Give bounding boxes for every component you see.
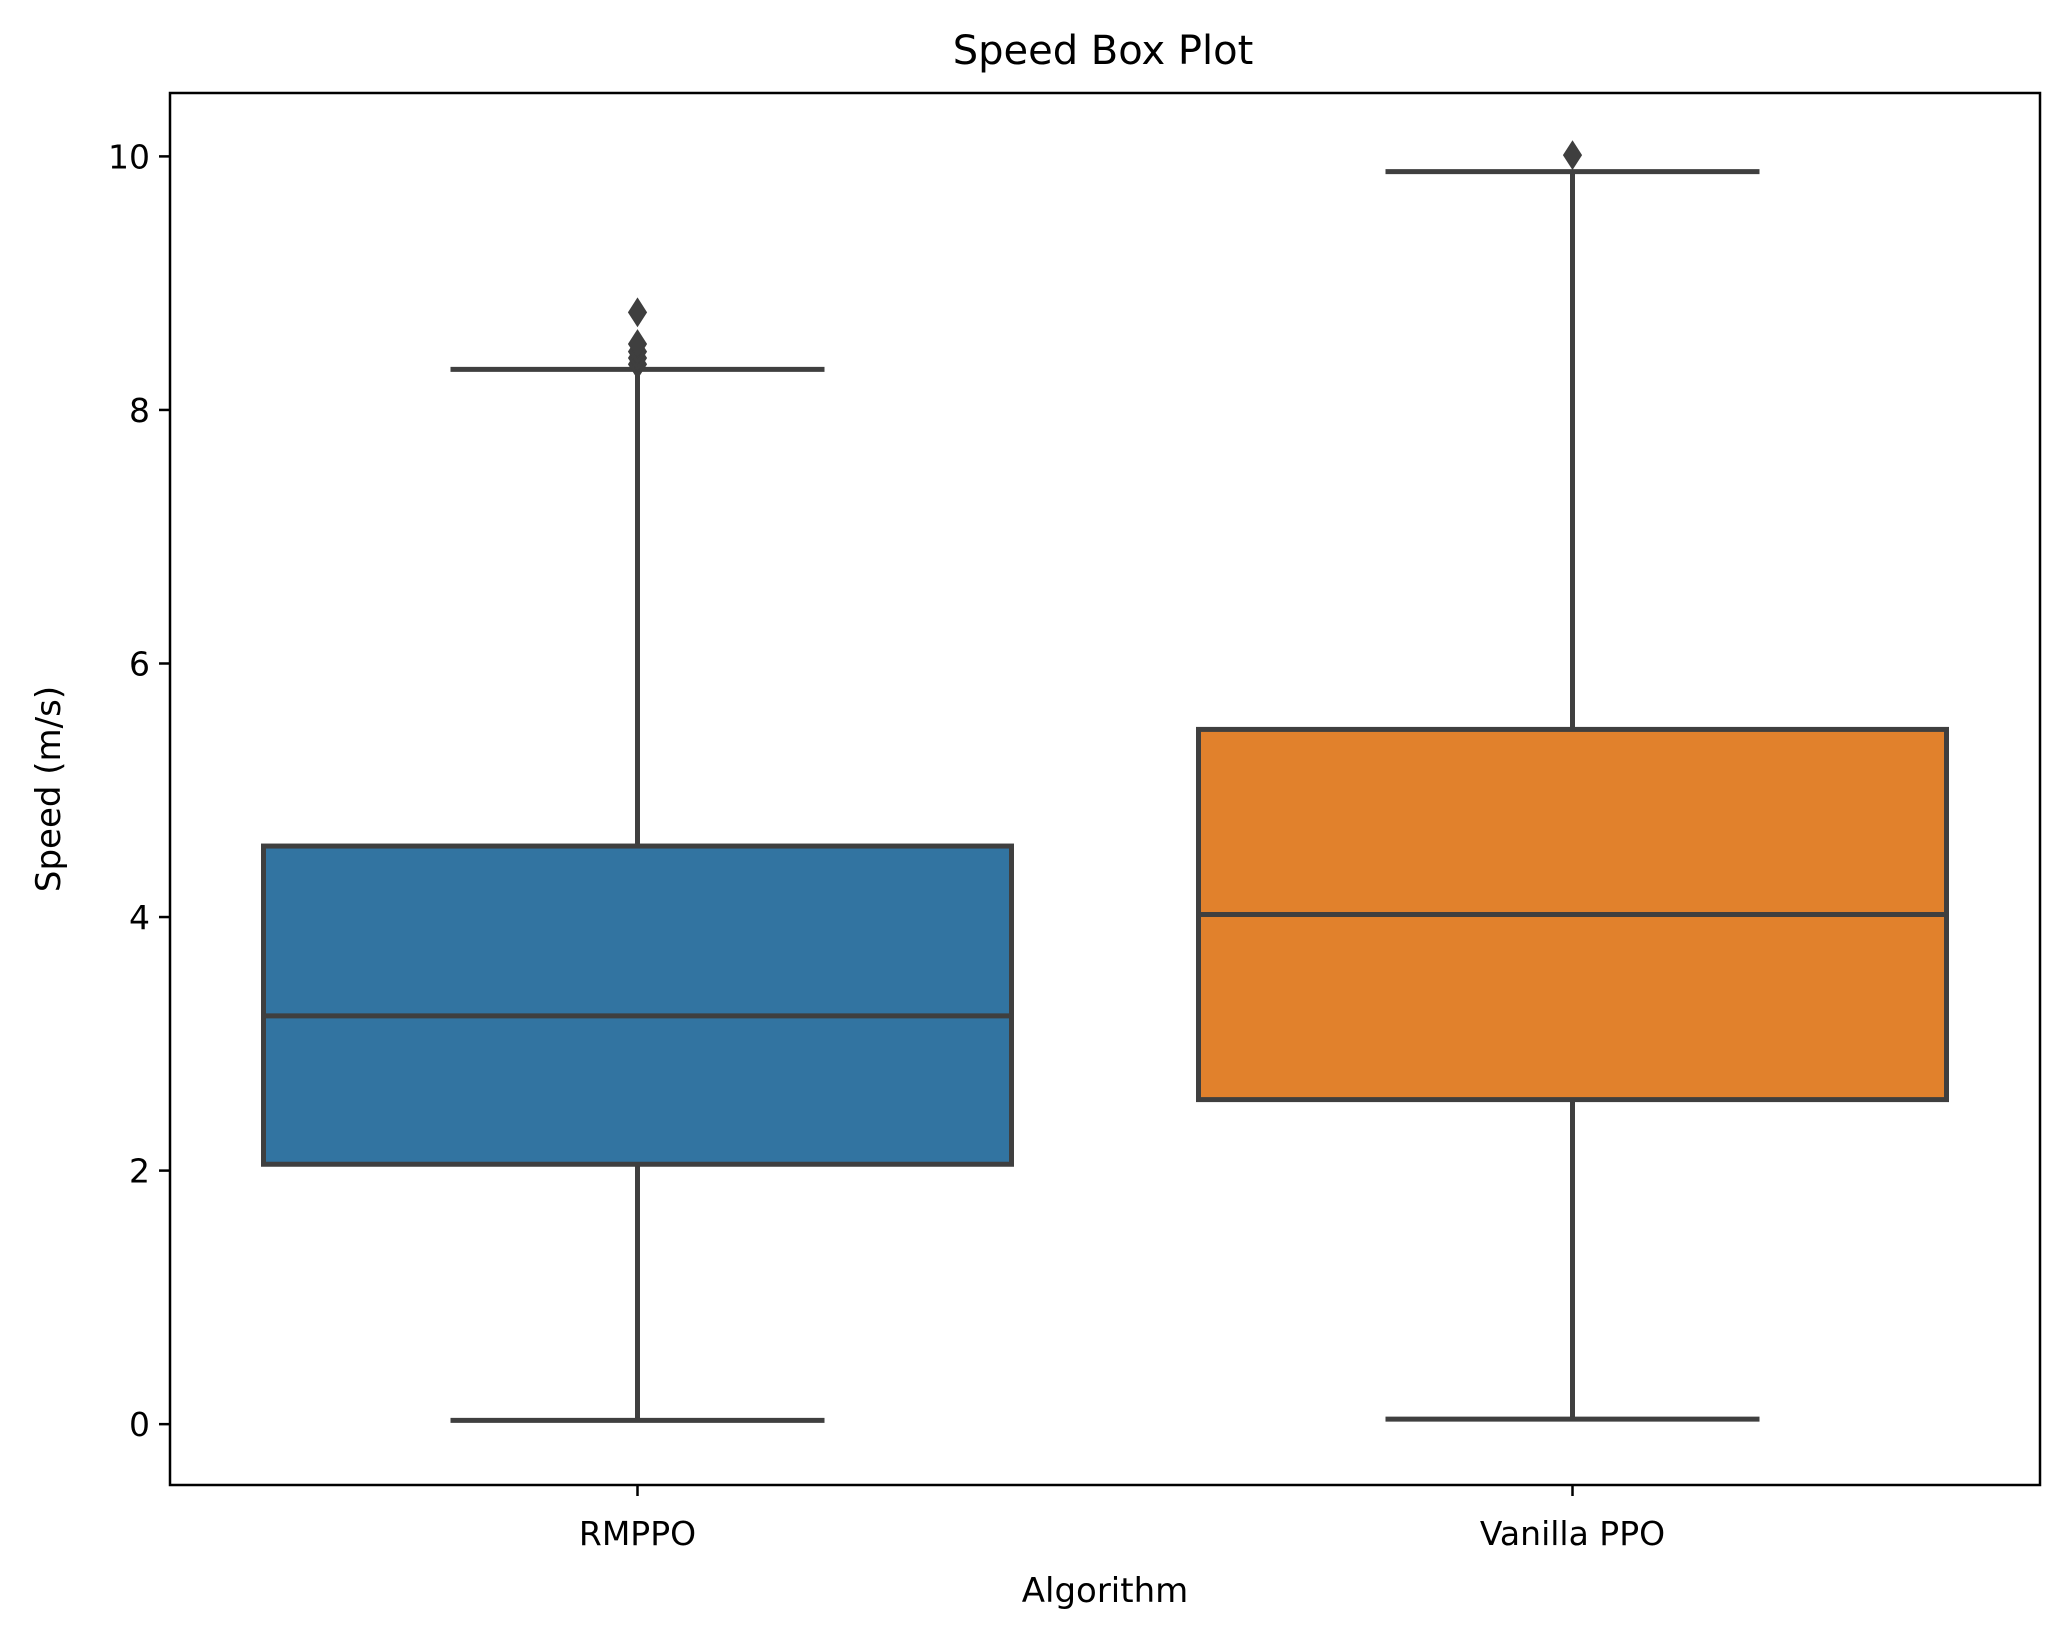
y-axis-label: Speed (m/s) bbox=[29, 686, 69, 892]
x-axis: RMPPO Vanilla PPO bbox=[579, 1485, 1665, 1553]
y-tick-label: 8 bbox=[129, 391, 150, 430]
y-axis: 0 2 4 6 8 10 bbox=[108, 137, 170, 1444]
outlier-point bbox=[627, 329, 648, 359]
box-group bbox=[261, 297, 1014, 1423]
chart-title: Speed Box Plot bbox=[953, 28, 1254, 74]
box-group bbox=[1196, 140, 1949, 1422]
y-tick-label: 2 bbox=[129, 1152, 150, 1191]
x-axis-label: Algorithm bbox=[1022, 1571, 1189, 1611]
plot-area bbox=[261, 140, 1949, 1423]
plot-frame bbox=[168, 91, 2042, 1487]
x-tick-label: RMPPO bbox=[579, 1514, 696, 1553]
iqr-box bbox=[261, 843, 1014, 1167]
x-tick-label: Vanilla PPO bbox=[1480, 1514, 1665, 1553]
y-tick-label: 10 bbox=[108, 137, 150, 176]
y-tick-label: 4 bbox=[129, 898, 150, 937]
outlier-point bbox=[1562, 140, 1583, 171]
y-tick-label: 6 bbox=[129, 644, 150, 683]
y-tick-label: 0 bbox=[129, 1405, 150, 1444]
outlier-point bbox=[627, 297, 648, 328]
